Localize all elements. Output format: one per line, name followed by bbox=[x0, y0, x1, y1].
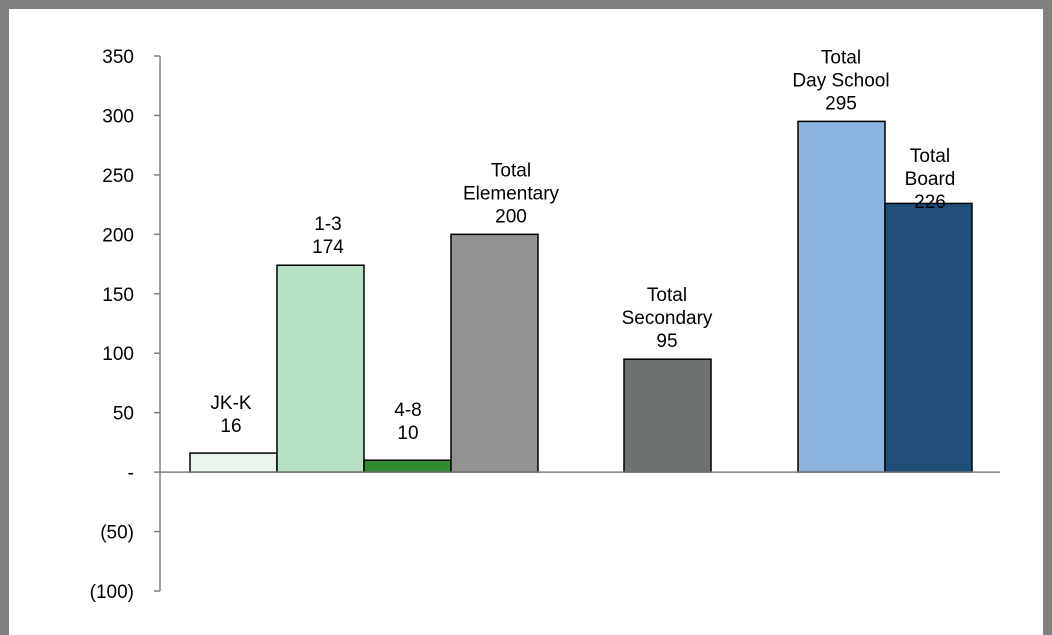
bar-data-label: 174 bbox=[312, 237, 344, 258]
bar-data-label: Board bbox=[905, 169, 956, 190]
bar-4-8 bbox=[363, 459, 452, 473]
bar-data-label: Total bbox=[910, 146, 950, 167]
y-tick-label: (100) bbox=[90, 582, 134, 603]
bar-data-label: Total bbox=[647, 285, 687, 306]
bar-data-label: 226 bbox=[914, 192, 946, 213]
y-axis: 350 300 250 200 150 100 50 - (50) (100) bbox=[90, 47, 161, 603]
bar-data-label: 200 bbox=[495, 206, 527, 227]
bar-data-label: 10 bbox=[397, 423, 418, 444]
bar-1-3 bbox=[276, 264, 365, 473]
y-tick-label: 150 bbox=[102, 285, 134, 306]
bar-data-label: 95 bbox=[656, 331, 677, 352]
bar-data-label: 295 bbox=[825, 93, 857, 114]
bar-data-label: Elementary bbox=[463, 183, 560, 204]
y-tick-label: 350 bbox=[102, 47, 134, 68]
bar-jk-k bbox=[189, 452, 278, 473]
y-tick-label: (50) bbox=[100, 523, 134, 544]
bar-data-label: 1-3 bbox=[314, 214, 341, 235]
y-tick-label: 300 bbox=[102, 106, 134, 127]
bar-data-label: 16 bbox=[220, 416, 241, 437]
bar-total-elementary bbox=[450, 233, 539, 473]
bar-data-label: Secondary bbox=[622, 308, 713, 329]
bar-data-label: 4-8 bbox=[394, 400, 421, 421]
y-tick-label: - bbox=[128, 463, 134, 484]
y-tick-label: 200 bbox=[102, 225, 134, 246]
bar-data-label: JK-K bbox=[210, 393, 252, 414]
bars bbox=[189, 120, 973, 473]
y-tick-label: 50 bbox=[113, 404, 134, 425]
bar-data-label: Day School bbox=[792, 70, 889, 91]
bar-total-board bbox=[884, 202, 973, 473]
bar-data-label: Total bbox=[821, 47, 861, 68]
y-tick-label: 100 bbox=[102, 344, 134, 365]
y-tick-label: 250 bbox=[102, 166, 134, 187]
bar-total-secondary bbox=[623, 358, 712, 473]
bar-data-label: Total bbox=[491, 160, 531, 181]
data-labels: JK-K161-31744-810TotalElementary200Total… bbox=[210, 47, 955, 444]
bar-total-day-school bbox=[797, 120, 886, 473]
